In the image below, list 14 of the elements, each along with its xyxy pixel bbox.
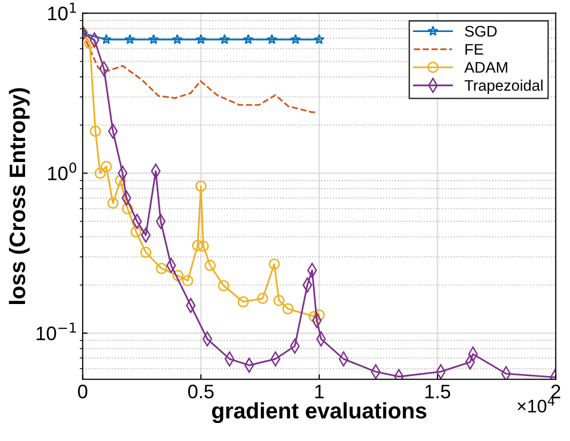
y-tick-label: 10$^{−1}$ <box>36 322 76 340</box>
x-tick-label: 1 <box>315 384 324 398</box>
legend-label: ADAM <box>464 62 508 73</box>
x-tick-label: 0.5 <box>188 384 214 398</box>
legend-label: SGD <box>464 26 497 37</box>
y-axis-title: loss (Cross Entropy) <box>8 88 30 304</box>
legend-label: FE <box>466 44 484 55</box>
y-tick-label: 10$^{0}$ <box>48 162 76 180</box>
x-tick-label: 2 <box>551 384 560 398</box>
legend-label: Trapezoidal <box>464 80 543 94</box>
x-tick-label: 0 <box>78 384 88 398</box>
x-tick-label: 1.5 <box>425 384 450 398</box>
y-tick-label: 10$^{1}$ <box>48 2 76 20</box>
x-axis-title: gradient evaluations <box>212 402 426 424</box>
